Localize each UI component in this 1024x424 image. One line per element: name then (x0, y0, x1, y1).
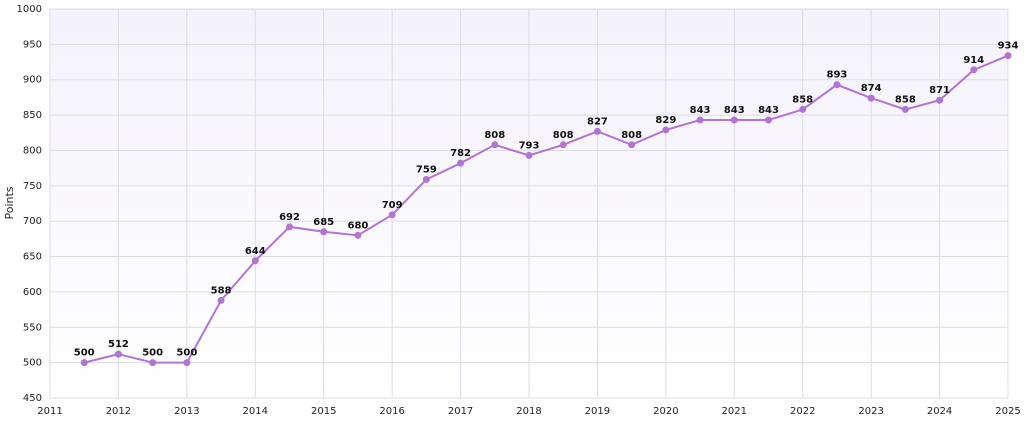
x-tick-label: 2011 (37, 406, 62, 417)
data-point (730, 116, 738, 124)
data-label: 500 (142, 348, 163, 359)
x-tick-label: 2019 (585, 406, 610, 417)
data-point (114, 350, 122, 358)
x-tick-label: 2013 (174, 406, 199, 417)
data-point (80, 359, 88, 367)
data-point (320, 228, 328, 236)
data-label: 685 (313, 217, 334, 228)
data-label: 827 (587, 116, 608, 127)
data-point (662, 126, 670, 134)
data-label: 808 (553, 130, 574, 141)
data-point (217, 296, 225, 304)
x-tick-label: 2014 (243, 406, 268, 417)
y-tick-label: 900 (23, 75, 42, 86)
data-point (936, 96, 944, 104)
data-label: 680 (347, 220, 368, 231)
y-tick-label: 500 (23, 358, 42, 369)
data-label: 512 (108, 339, 129, 350)
data-point (833, 81, 841, 89)
data-point (799, 105, 807, 113)
data-point (388, 211, 396, 219)
data-label: 709 (382, 200, 403, 211)
y-tick-label: 850 (23, 110, 42, 121)
x-tick-label: 2025 (995, 406, 1020, 417)
data-label: 871 (929, 85, 950, 96)
x-tick-label: 2022 (790, 406, 815, 417)
x-tick-label: 2017 (448, 406, 473, 417)
y-tick-label: 800 (23, 145, 42, 156)
data-label: 874 (861, 83, 882, 94)
y-tick-label: 550 (23, 322, 42, 333)
data-label: 858 (792, 94, 813, 105)
data-label: 808 (621, 130, 642, 141)
data-label: 588 (211, 285, 232, 296)
data-point (970, 66, 978, 74)
y-tick-label: 600 (23, 287, 42, 298)
y-axis-label: Points (3, 186, 16, 219)
data-label: 893 (826, 70, 847, 81)
x-tick-label: 2020 (653, 406, 678, 417)
data-point (628, 141, 636, 149)
data-point (696, 116, 704, 124)
x-tick-label: 2024 (927, 406, 952, 417)
data-point (1004, 52, 1012, 60)
x-tick-label: 2021 (722, 406, 747, 417)
data-point (901, 105, 909, 113)
data-label: 793 (519, 140, 540, 151)
data-point (867, 94, 875, 102)
data-label: 843 (690, 105, 711, 116)
data-label: 782 (450, 148, 471, 159)
data-label: 808 (484, 130, 505, 141)
series-line (83, 54, 1009, 364)
data-label: 914 (963, 55, 984, 66)
data-label: 500 (176, 348, 197, 359)
data-label: 500 (74, 348, 95, 359)
data-label: 692 (279, 212, 300, 223)
data-point (354, 231, 362, 239)
data-label: 843 (724, 105, 745, 116)
y-tick-label: 1000 (17, 4, 42, 15)
x-tick-label: 2015 (311, 406, 336, 417)
x-tick-label: 2023 (858, 406, 883, 417)
y-tick-label: 700 (23, 216, 42, 227)
data-point (183, 359, 191, 367)
data-label: 759 (416, 164, 437, 175)
data-point (765, 116, 772, 124)
x-tick-label: 2018 (516, 406, 541, 417)
x-tick-label: 2016 (379, 406, 404, 417)
y-tick-label: 950 (23, 39, 42, 50)
data-point (491, 141, 499, 149)
data-point (286, 223, 293, 231)
y-tick-label: 650 (23, 252, 42, 263)
data-label: 843 (758, 105, 779, 116)
data-point (457, 159, 465, 167)
data-point (251, 257, 259, 265)
data-label: 644 (245, 246, 266, 257)
x-tick-label: 2012 (106, 406, 131, 417)
y-tick-label: 750 (23, 181, 42, 192)
data-label: 934 (998, 41, 1019, 52)
data-point (559, 141, 567, 149)
data-point (593, 127, 601, 135)
y-tick-label: 450 (23, 393, 42, 404)
data-label: 858 (895, 94, 916, 105)
data-label: 829 (655, 115, 676, 126)
data-point (422, 175, 430, 183)
data-point (149, 359, 157, 367)
data-point (525, 151, 533, 159)
